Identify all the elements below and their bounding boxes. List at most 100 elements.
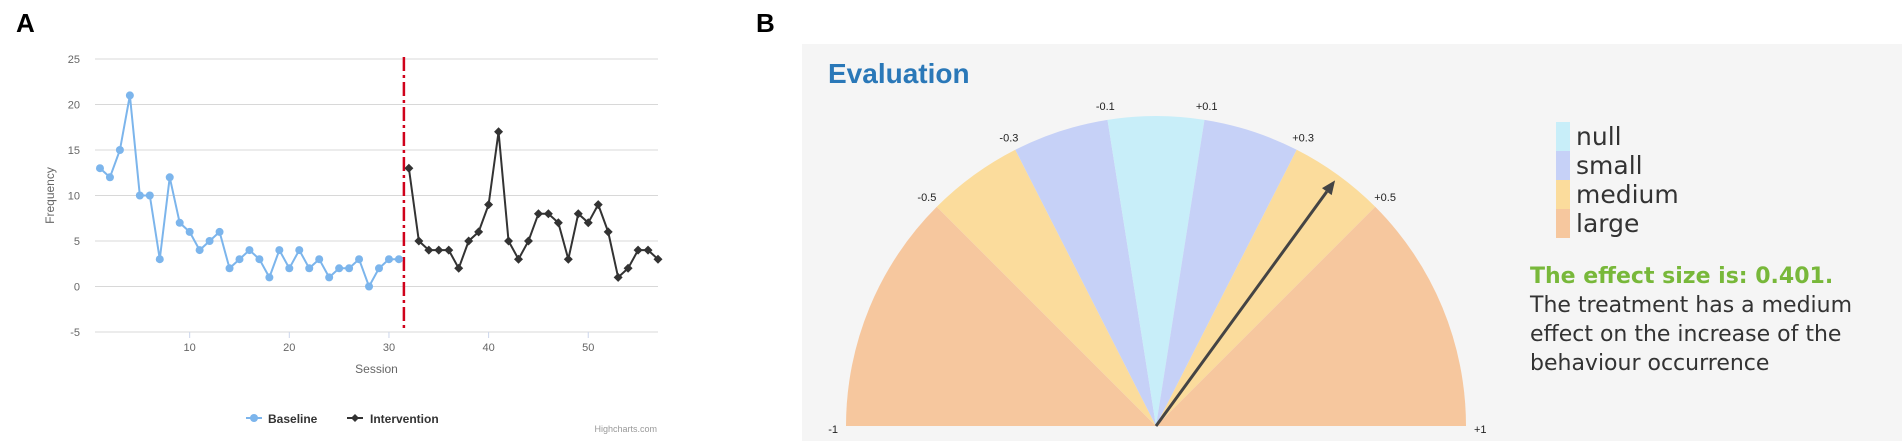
data-point-baseline xyxy=(265,273,274,282)
x-tick-label: 40 xyxy=(482,342,494,354)
y-tick-label: 25 xyxy=(68,54,80,66)
data-point-baseline xyxy=(384,255,393,264)
data-point-intervention xyxy=(513,254,523,264)
legend-swatch-large xyxy=(1556,209,1570,238)
data-point-baseline xyxy=(95,164,104,173)
data-point-intervention xyxy=(434,245,444,255)
data-point-intervention xyxy=(474,227,484,237)
gauge-band-medium xyxy=(1156,149,1376,427)
data-point-intervention xyxy=(523,236,533,246)
data-point-intervention xyxy=(613,272,623,282)
data-point-intervention xyxy=(454,263,464,273)
gauge-band-large xyxy=(1156,206,1466,426)
data-point-baseline xyxy=(185,227,194,236)
gauge-chart: -1 -0.5 -0.3 -0.1 +0.1 +0.3 +0.5 +1 xyxy=(828,101,1486,436)
chart-credit: Highcharts.com xyxy=(594,424,657,434)
data-point-intervention xyxy=(623,263,633,273)
data-point-intervention xyxy=(583,218,593,228)
data-point-intervention xyxy=(504,236,514,246)
x-tick-label: 50 xyxy=(582,342,594,354)
legend-item-large: large xyxy=(1556,209,1679,238)
gauge-tick-label: +0.3 xyxy=(1292,132,1314,144)
gauge-tick-label: +0.1 xyxy=(1196,101,1218,113)
data-point-baseline xyxy=(305,264,314,273)
panel-label-a: A xyxy=(16,8,35,38)
gauge-band-small xyxy=(1156,119,1297,426)
data-point-intervention xyxy=(543,209,553,219)
data-point-intervention xyxy=(633,245,643,255)
data-point-intervention xyxy=(553,218,563,228)
y-axis-title: Frequency xyxy=(43,167,57,224)
legend-swatch-small xyxy=(1556,151,1570,180)
data-point-intervention xyxy=(424,245,434,255)
data-point-intervention xyxy=(533,209,543,219)
gauge-tick-label: -0.5 xyxy=(917,192,936,204)
data-point-baseline xyxy=(145,191,154,200)
evaluation-panel: -1 -0.5 -0.3 -0.1 +0.1 +0.3 +0.5 +1 Evaluation … xyxy=(802,44,1902,441)
legend-label-baseline: Baseline xyxy=(268,412,318,426)
legend-label-medium: medium xyxy=(1576,180,1679,209)
data-point-intervention xyxy=(444,245,454,255)
data-point-baseline xyxy=(235,255,244,264)
data-point-baseline xyxy=(374,264,383,273)
legend-label-large: large xyxy=(1576,209,1640,238)
y-tick-label: 20 xyxy=(68,100,80,112)
data-point-baseline xyxy=(175,218,184,227)
x-tick-label: 20 xyxy=(283,342,295,354)
data-point-baseline xyxy=(215,227,224,236)
gauge-band-large xyxy=(846,206,1156,426)
y-tick-label: 10 xyxy=(68,191,80,203)
line-chart: -5 0 5 10 15 20 25 10 20 30 40 50 Session Frequency Ba… xyxy=(43,54,663,434)
legend-item-medium: medium xyxy=(1556,180,1679,209)
data-point-baseline xyxy=(315,255,324,264)
gauge-band-null xyxy=(1107,116,1205,426)
legend-swatch-medium xyxy=(1556,180,1570,209)
data-point-intervention xyxy=(484,200,494,210)
data-point-intervention xyxy=(593,200,603,210)
gauge-needle xyxy=(1154,190,1329,427)
legend-item-small: small xyxy=(1556,151,1679,180)
gauge-legend: null small medium large xyxy=(1556,122,1679,238)
legend-swatch-null xyxy=(1556,122,1570,151)
data-point-intervention xyxy=(573,209,583,219)
data-point-baseline xyxy=(195,246,204,255)
gauge-tick-label: +0.5 xyxy=(1374,192,1396,204)
data-point-baseline xyxy=(285,264,294,273)
data-point-baseline xyxy=(155,255,164,264)
gauge-needle-head xyxy=(1321,180,1336,196)
x-axis-title: Session xyxy=(355,362,398,376)
series-line-intervention xyxy=(407,131,659,280)
panel-label-b: B xyxy=(756,8,775,38)
y-tick-label: 0 xyxy=(74,282,80,294)
data-point-baseline xyxy=(345,264,354,273)
data-point-baseline xyxy=(355,255,364,264)
gauge-tick-label: -0.3 xyxy=(999,132,1018,144)
data-point-baseline xyxy=(125,91,134,100)
legend-label-small: small xyxy=(1576,151,1643,180)
data-point-intervention xyxy=(653,254,663,264)
data-point-baseline xyxy=(365,282,374,291)
data-point-baseline xyxy=(115,146,124,154)
series-line-baseline xyxy=(99,95,399,289)
effect-summary: The effect size is: 0.401. The treatment… xyxy=(1530,264,1900,378)
legend-marker-intervention xyxy=(351,414,359,422)
data-point-baseline xyxy=(335,264,344,273)
gauge-tick-label: -0.1 xyxy=(1096,101,1115,113)
x-tick-label: 30 xyxy=(383,342,395,354)
data-point-intervention xyxy=(464,236,474,246)
data-point-baseline xyxy=(165,173,174,182)
legend-item-null: null xyxy=(1556,122,1679,151)
gauge-tick-label: -1 xyxy=(828,424,838,436)
y-tick-label: 5 xyxy=(74,236,80,248)
data-point-intervention xyxy=(643,245,653,255)
data-point-baseline xyxy=(325,273,334,282)
data-point-baseline xyxy=(394,255,403,264)
data-point-baseline xyxy=(275,246,284,255)
data-point-baseline xyxy=(245,246,254,255)
data-point-intervention xyxy=(603,227,613,237)
data-point-intervention xyxy=(414,236,424,246)
data-point-intervention xyxy=(563,254,573,264)
data-point-baseline xyxy=(255,255,264,264)
legend-label-null: null xyxy=(1576,122,1622,151)
data-point-baseline xyxy=(295,246,304,255)
